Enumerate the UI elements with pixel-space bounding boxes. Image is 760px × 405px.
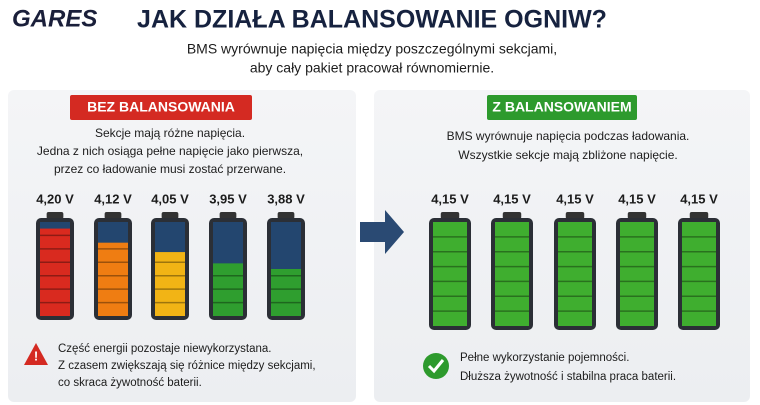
battery-charge [271,269,301,316]
description: Sekcje mają różne napięcia. [95,126,245,140]
cell-voltage: 3,88 V [267,191,305,206]
note: Część energii pozostaje niewykorzystana. [58,343,272,355]
badge-text: Z BALANSOWANIEM [492,99,631,115]
note: Pełne wykorzystanie pojemności. [460,352,629,364]
battery-terminal [104,212,122,219]
battery-charge [495,222,529,326]
cell-voltage: 4,15 V [556,191,594,206]
check-mark [427,359,445,374]
description: przez co ładowanie musi zostać przerwane… [54,162,286,176]
cell-voltage: 4,20 V [36,191,74,206]
battery-terminal [627,212,647,219]
subtitle: BMS wyrównuje napięcia między poszczegól… [187,41,557,57]
warning-icon [24,343,48,365]
battery-charge [433,222,467,326]
cell-voltage: 4,05 V [151,191,189,206]
note: Dłuższa żywotność i stabilna praca bater… [460,371,676,383]
battery-charge [98,242,128,316]
battery-terminal [565,212,585,219]
cell-voltage: 4,15 V [431,191,469,206]
cell-voltage: 4,12 V [94,191,132,206]
battery-terminal [689,212,709,219]
logo: GARES [12,5,97,32]
description: Wszystkie sekcje mają zbliżone napięcie. [458,148,677,162]
check-icon [423,353,449,379]
cell-voltage: 4,15 V [493,191,531,206]
battery-charge [620,222,654,326]
description: Jedna z nich osiąga pełne napięcie jako … [37,144,303,158]
battery-charge [155,252,185,316]
battery-charge [558,222,592,326]
cell-voltage: 4,15 V [618,191,656,206]
title: JAK DZIAŁA BALANSOWANIE OGNIW? [137,6,607,34]
battery-terminal [161,212,179,219]
battery-terminal [277,212,295,219]
subtitle: aby cały pakiet pracował równomiernie. [250,60,494,76]
battery-charge [682,222,716,326]
battery-charge [40,228,70,316]
arrow [360,210,404,254]
battery-terminal [440,212,460,219]
badge [70,95,252,120]
battery-charge [213,263,243,316]
description: BMS wyrównuje napięcia podczas ładowania… [447,129,690,143]
cell-voltage: 3,95 V [209,191,247,206]
badge-text: BEZ BALANSOWANIA [87,99,235,115]
battery-terminal [502,212,522,219]
battery-terminal [219,212,237,219]
note: Z czasem zwiększają się różnice między s… [58,360,316,372]
warning-mark: ! [34,348,38,363]
battery-terminal [46,212,64,219]
cell-voltage: 4,15 V [680,191,718,206]
badge [487,95,637,120]
note: co skraca żywotność baterii. [58,377,202,389]
